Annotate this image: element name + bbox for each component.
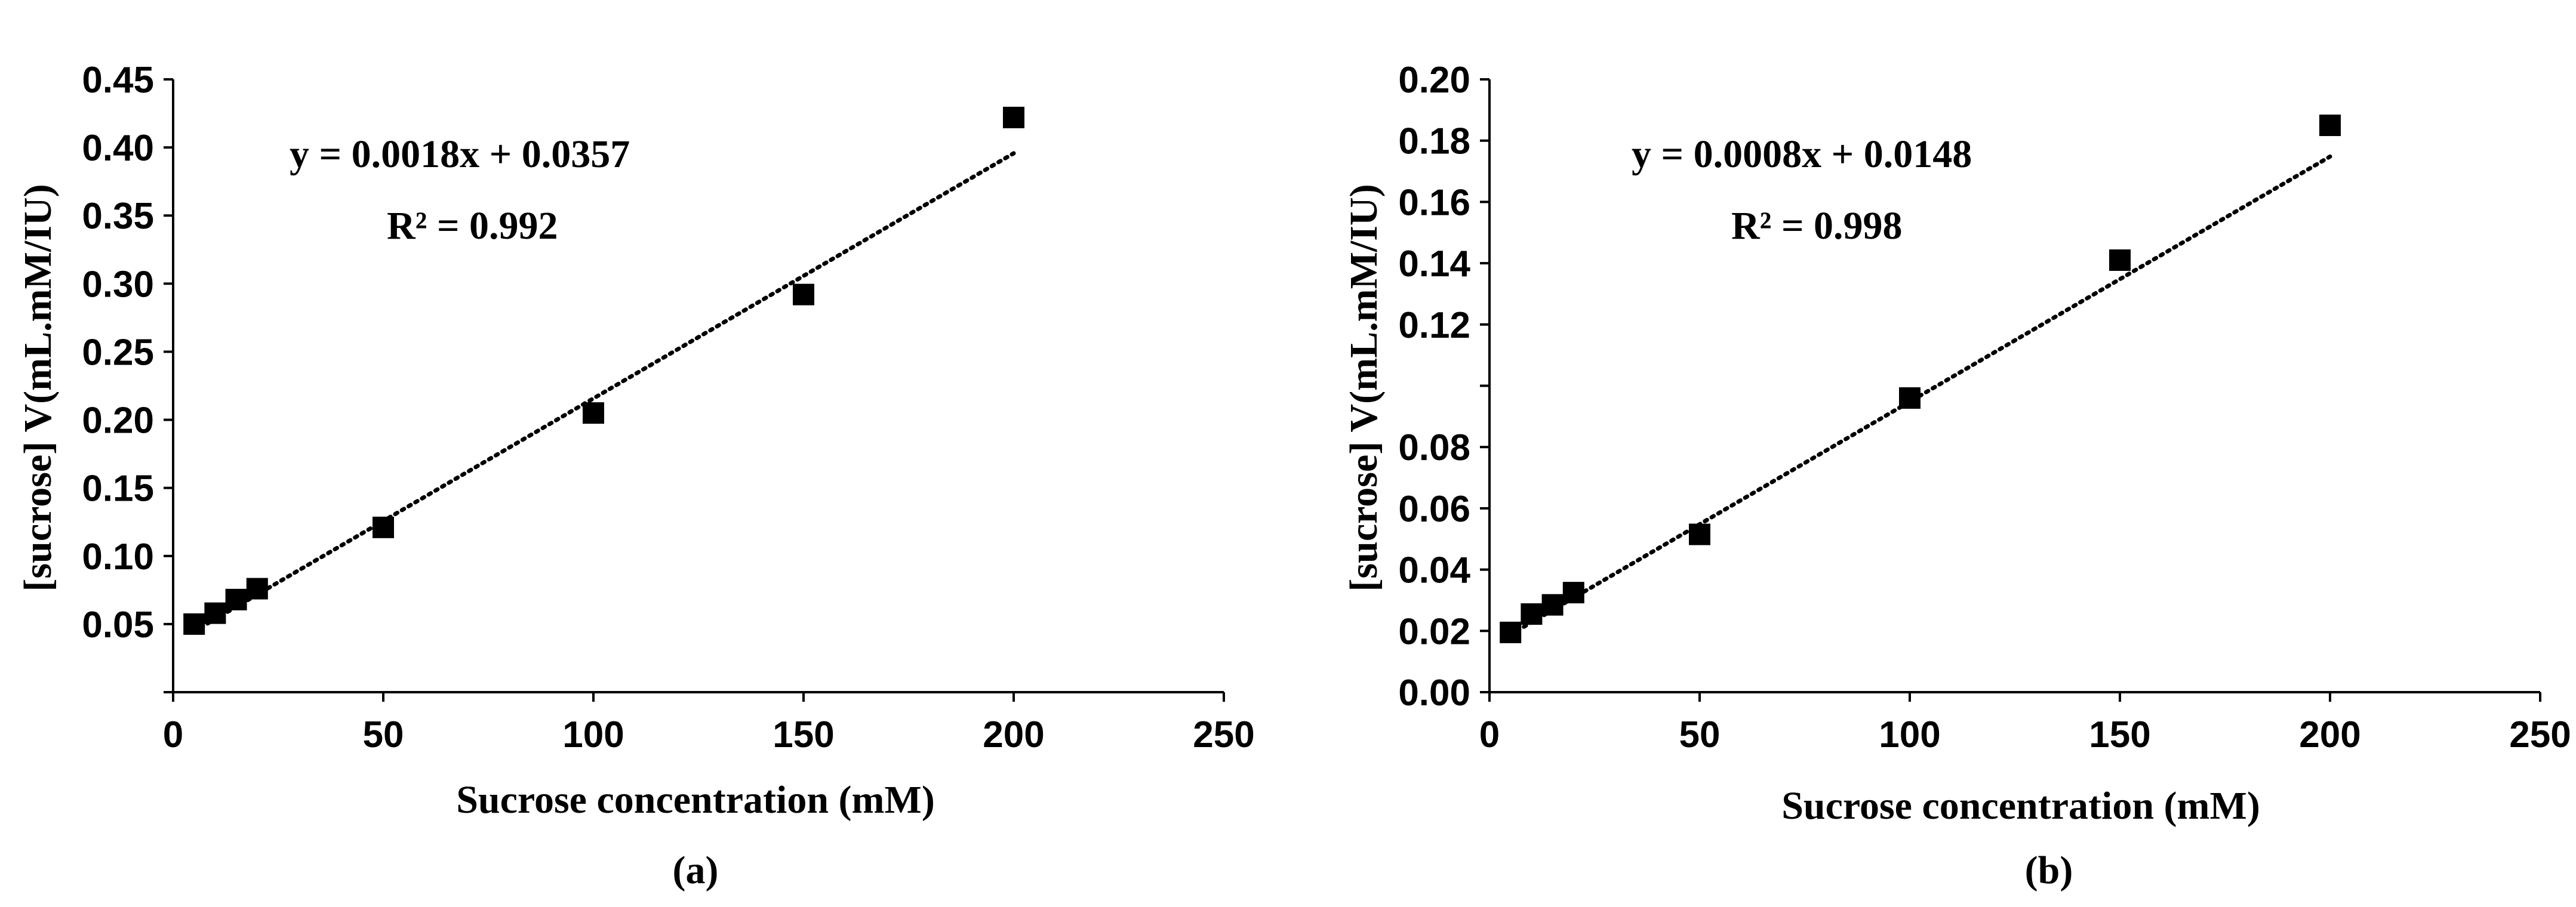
y-tick-label-b: 0.00	[1398, 672, 1470, 714]
y-tick-label-b: 0.16	[1398, 182, 1470, 223]
data-point-a	[793, 283, 814, 306]
y-tick-label-a: 0.25	[82, 332, 154, 373]
x-tick-label-b: 250	[2509, 714, 2571, 755]
x-tick-label-b: 100	[1879, 714, 1940, 755]
data-point-b	[2319, 115, 2341, 137]
y-tick-label-a: 0.45	[82, 60, 154, 101]
y-tick-label-b: 0.08	[1398, 427, 1470, 468]
chart-panel-b: 0 50 100 150 200 250 0.00 0.02 0.04 0.06 0.08 0.12 0…	[1342, 60, 2571, 892]
y-tick-label-b: 0.18	[1398, 121, 1470, 162]
x-tick-label-b: 150	[2089, 714, 2150, 755]
y-tick-label-a: 0.40	[82, 128, 154, 169]
data-point-a	[583, 402, 604, 424]
y-tick-label-a: 0.35	[82, 196, 154, 237]
x-tick-label-b: 50	[1679, 714, 1721, 755]
x-tick-label-a: 0	[163, 714, 183, 755]
x-tick-label-a: 150	[773, 714, 834, 755]
y-tick-label-b: 0.14	[1398, 243, 1470, 285]
x-axis-title-a: Sucrose concentration (mM)	[456, 778, 935, 822]
equation-label-a: y = 0.0018x + 0.0357	[290, 132, 630, 176]
y-tick-label-b: 0.12	[1398, 305, 1470, 346]
data-point-b	[1562, 582, 1584, 604]
y-tick-label-a: 0.10	[82, 536, 154, 578]
data-point-b	[1541, 594, 1564, 616]
chart-b-marks: 0 50 100 150 200 250 0.00 0.02 0.04 0.06 0.08 0.12 0…	[1398, 60, 2571, 755]
y-tick-label-b: 0.06	[1398, 489, 1470, 530]
y-tick-label-b: 0.20	[1398, 60, 1470, 101]
x-axis-title-b: Sucrose concentration (mM)	[1781, 784, 2260, 828]
data-point-a	[373, 516, 394, 538]
data-point-b	[1899, 387, 1921, 409]
trendline-a	[192, 151, 1016, 634]
data-point-b	[1500, 621, 1522, 643]
chart-a-marks: 0 50 100 150 200 250 0.05 0.10 0.15 0.20 0.25 0.30 0…	[82, 60, 1254, 755]
equation-label-b: y = 0.0008x + 0.0148	[1632, 132, 1972, 176]
data-point-b	[2109, 249, 2131, 271]
y-tick-label-a: 0.30	[82, 264, 154, 305]
x-tick-label-a: 250	[1193, 714, 1254, 755]
data-point-a	[183, 613, 205, 635]
data-point-b	[1521, 603, 1543, 625]
y-axis-title-a: [sucrose] V(mL.mM/IU)	[16, 184, 60, 591]
panel-label-a: (a)	[673, 849, 719, 892]
y-tick-label-a: 0.05	[82, 604, 154, 646]
y-tick-label-a: 0.20	[82, 400, 154, 442]
panel-label-b: (b)	[2025, 849, 2073, 892]
data-point-a	[204, 602, 226, 624]
data-point-b	[1689, 523, 1710, 545]
y-tick-label-b: 0.02	[1398, 611, 1470, 652]
y-tick-label-a: 0.15	[82, 468, 154, 510]
chart-panel-a: 0 50 100 150 200 250 0.05 0.10 0.15 0.20 0.25 0.30 0…	[16, 60, 1255, 892]
data-point-a	[225, 588, 247, 610]
data-point-a	[246, 578, 268, 600]
x-tick-label-a: 200	[983, 714, 1044, 755]
x-tick-label-b: 0	[1479, 714, 1500, 755]
r-squared-label-a: R² = 0.992	[387, 204, 558, 248]
r-squared-label-b: R² = 0.998	[1731, 204, 1903, 248]
data-point-a	[1003, 106, 1024, 128]
y-axis-title-b: [sucrose] V(mL.mM/IU)	[1342, 184, 1386, 591]
x-tick-label-a: 100	[562, 714, 624, 755]
y-tick-label-b: 0.04	[1398, 550, 1470, 591]
x-tick-label-a: 50	[363, 714, 404, 755]
x-tick-label-b: 200	[2299, 714, 2360, 755]
